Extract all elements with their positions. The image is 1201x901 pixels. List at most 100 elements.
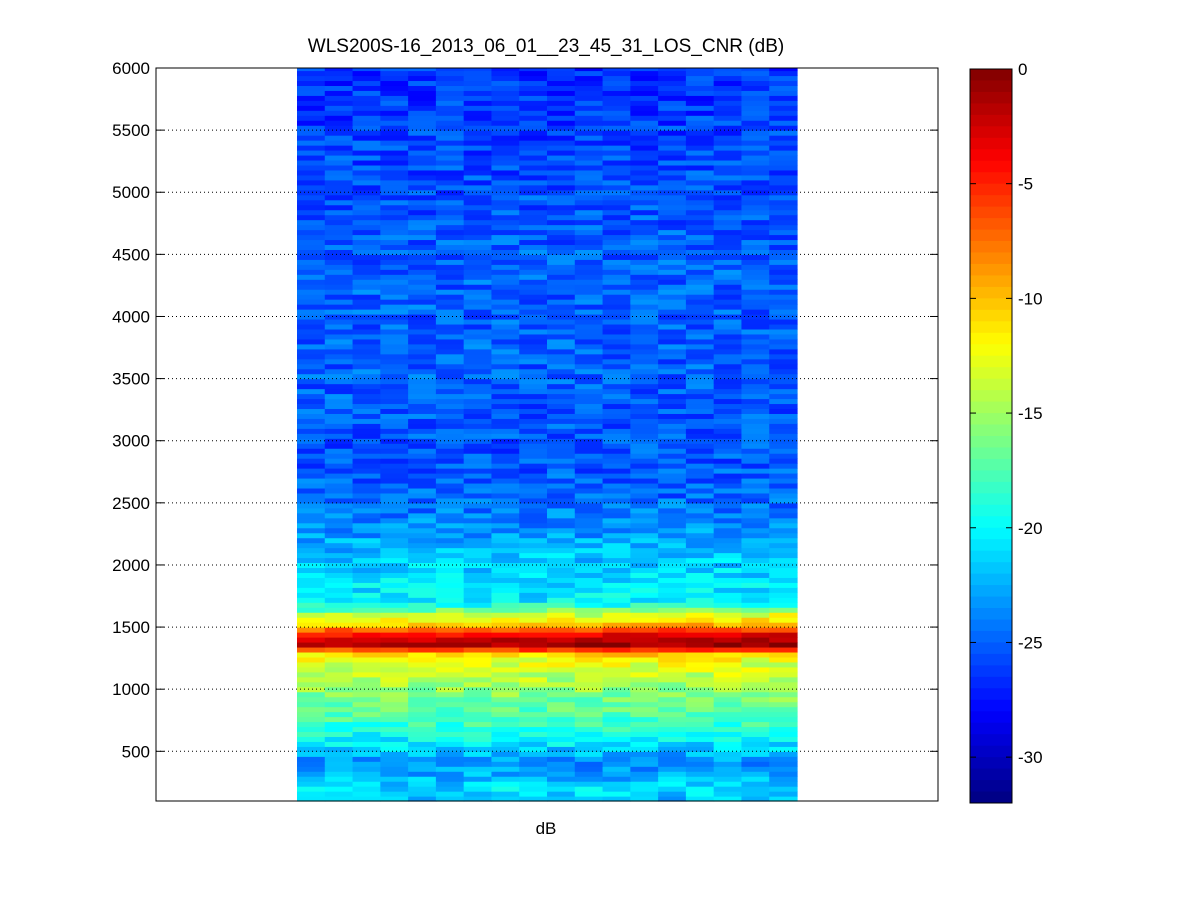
heatmap-cell: [602, 681, 631, 688]
heatmap-cell: [408, 607, 437, 613]
heatmap-cell: [380, 681, 409, 688]
heatmap-cell: [324, 418, 354, 424]
heatmap-cell: [547, 637, 576, 643]
heatmap-cell: [685, 766, 715, 772]
heatmap-cell: [574, 348, 604, 355]
heatmap-cell: [602, 696, 631, 703]
heatmap-cell: [741, 304, 770, 310]
heatmap-cell: [574, 726, 604, 733]
heatmap-cell: [602, 413, 631, 419]
heatmap-cell: [547, 338, 576, 345]
heatmap-cell: [297, 378, 326, 385]
heatmap-cell: [741, 90, 770, 96]
heatmap-cell: [463, 746, 493, 752]
heatmap-cell: [324, 517, 354, 524]
heatmap-cell: [685, 209, 715, 216]
heatmap-cell: [602, 304, 631, 310]
heatmap-cell: [324, 234, 354, 241]
heatmap-cell: [713, 259, 743, 265]
heatmap-cell: [741, 224, 770, 231]
heatmap-cell: [380, 150, 409, 156]
heatmap-cell: [741, 587, 770, 593]
heatmap-cell: [463, 482, 493, 489]
heatmap-cell: [380, 383, 409, 390]
heatmap-cell: [602, 229, 631, 236]
heatmap-cell: [741, 607, 770, 613]
heatmap-cell: [324, 691, 354, 698]
heatmap-cell: [324, 686, 354, 693]
heatmap-cell: [602, 209, 631, 216]
heatmap-cell: [547, 617, 576, 623]
heatmap-cell: [324, 75, 354, 82]
heatmap-cell: [602, 95, 631, 101]
heatmap-cell: [463, 661, 493, 668]
heatmap-cell: [435, 557, 465, 564]
heatmap-cell: [713, 741, 743, 747]
heatmap-cell: [408, 786, 437, 792]
heatmap-cell: [769, 234, 798, 241]
heatmap-cell: [297, 214, 326, 221]
heatmap-cell: [297, 507, 326, 514]
heatmap-cell: [602, 463, 631, 469]
heatmap-cell: [602, 338, 631, 345]
heatmap-cell: [352, 552, 381, 559]
heatmap-cell: [769, 154, 798, 161]
heatmap-cell: [547, 309, 576, 315]
heatmap-cell: [352, 597, 381, 603]
heatmap-cell: [380, 234, 409, 241]
heatmap-cell: [713, 617, 743, 623]
heatmap-cell: [741, 184, 770, 191]
heatmap-cell: [769, 75, 798, 82]
heatmap-cell: [297, 661, 326, 668]
heatmap-cell: [491, 140, 520, 146]
heatmap-cell: [491, 363, 520, 370]
heatmap-cell: [769, 641, 798, 648]
heatmap-cell: [769, 597, 798, 603]
heatmap-cell: [630, 666, 659, 673]
heatmap-cell: [713, 140, 743, 146]
heatmap-cell: [352, 413, 381, 419]
heatmap-cell: [491, 145, 520, 151]
heatmap-cell: [435, 145, 465, 151]
heatmap-cell: [519, 622, 548, 628]
heatmap-cell: [491, 125, 520, 131]
heatmap-cell: [297, 482, 326, 489]
heatmap-cell: [630, 145, 659, 151]
heatmap-cell: [352, 358, 381, 365]
heatmap-cell: [352, 681, 381, 688]
heatmap-cell: [435, 567, 465, 573]
heatmap-cell: [574, 507, 604, 514]
heatmap-cell: [380, 771, 409, 777]
heatmap-cell: [769, 721, 798, 728]
heatmap-cell: [547, 766, 576, 772]
heatmap-cell: [519, 587, 548, 593]
heatmap-cell: [713, 562, 743, 569]
heatmap-cell: [685, 80, 715, 86]
heatmap-cell: [741, 637, 770, 643]
heatmap-cell: [463, 696, 493, 703]
heatmap-cell: [297, 403, 326, 410]
heatmap-cell: [741, 174, 770, 181]
heatmap-cell: [658, 284, 687, 290]
heatmap-cell: [380, 289, 409, 295]
heatmap-cell: [713, 766, 743, 772]
heatmap-cell: [380, 517, 409, 524]
heatmap-cell: [324, 145, 354, 151]
heatmap-cell: [547, 194, 576, 201]
heatmap-cell: [547, 125, 576, 131]
heatmap-cell: [408, 651, 437, 658]
heatmap-cell: [574, 179, 604, 186]
heatmap-cell: [408, 284, 437, 290]
heatmap-cell: [574, 646, 604, 653]
heatmap-cell: [519, 701, 548, 708]
heatmap-cell: [769, 681, 798, 688]
heatmap-cell: [630, 646, 659, 653]
heatmap-cell: [769, 164, 798, 171]
heatmap-cell: [380, 458, 409, 464]
heatmap-cell: [769, 502, 798, 509]
heatmap-cell: [741, 567, 770, 573]
heatmap-cell: [491, 507, 520, 514]
heatmap-cell: [658, 463, 687, 469]
heatmap-cell: [519, 656, 548, 663]
heatmap-cell: [297, 796, 326, 802]
